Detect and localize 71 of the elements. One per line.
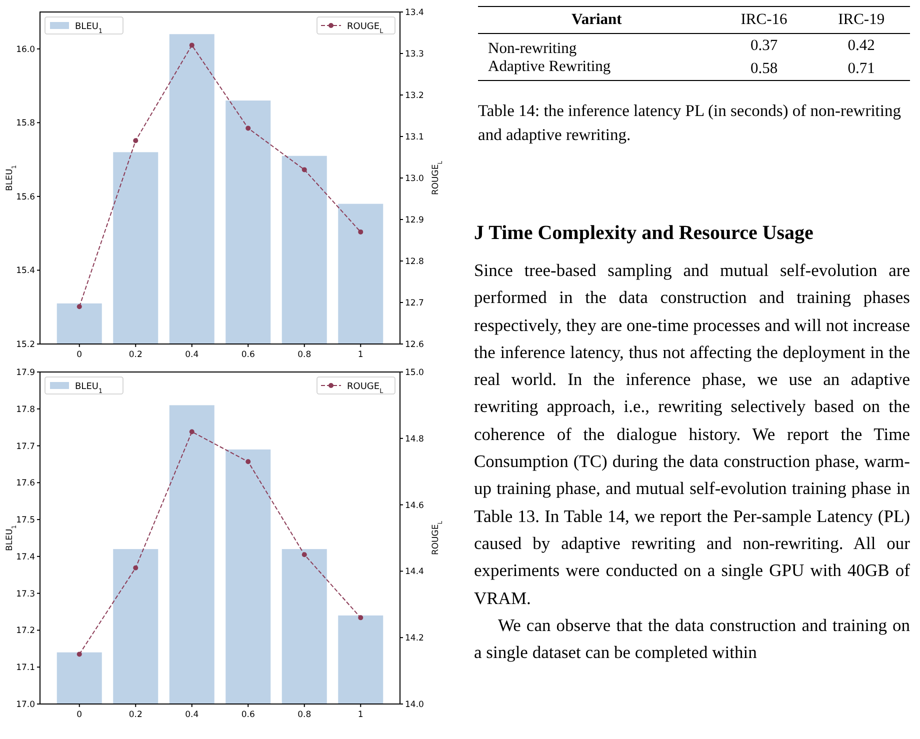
y2-tick-label: 13.1 [405, 132, 424, 142]
legend-label: BLEU$_{1}$ [75, 382, 102, 394]
legend-label: BLEU$_{1}$ [75, 22, 102, 34]
x-tick-label: 0 [76, 710, 82, 720]
y-tick-label: 17.3 [16, 589, 35, 600]
y2-tick-label: 12.9 [405, 215, 424, 226]
y-tick-label: 17.6 [16, 478, 35, 489]
point [76, 304, 82, 310]
y2-tick-label: 14.0 [405, 700, 424, 710]
point [358, 615, 364, 620]
data-label: 0.71 [846, 59, 876, 79]
x-tick-label: 1 [358, 710, 364, 720]
text: IRC-16 [740, 10, 788, 30]
point [133, 565, 138, 570]
y2-tick-label: 14.6 [405, 500, 424, 511]
y2-tick-label: 14.8 [405, 434, 424, 444]
y2-tick-label: 13.3 [405, 49, 424, 60]
x-tick-label: 0.8 [298, 710, 312, 720]
x-tick-label: 0.2 [128, 350, 142, 360]
text: Since tree-based sampling and mutual self-evolution are performed in the data construction and training phases respectively, they are one-time processes and will not increase the inference latency, thus not affecting the deployment in the real world. In the inference phase, we use an adaptive rewriting approach, i.e., rewriting selectively based on the coherence of the dialogue history. We report the Time Consumption (TC) during the data construction phase, warm-up training phase, and mutual self-evolution training phase in Table 13. In Table 14, we report the Per-sample Latency (PL) caused by adaptive rewriting and non-rewriting. All our experiments were conducted on a single GPU with 40GB of VRAM. [474, 260, 910, 608]
y2-tick-label: 12.6 [405, 340, 424, 350]
y2-tick-label: 15.0 [405, 368, 424, 378]
y-tick-label: 17.9 [16, 368, 35, 378]
point [358, 229, 364, 234]
point [189, 42, 194, 48]
point [76, 652, 82, 657]
y2-tick-label: 13.2 [405, 90, 424, 101]
y2-tick-label: 14.2 [405, 634, 424, 644]
y-tick-label: 17.2 [16, 626, 35, 636]
y-tick-label: 16.0 [16, 44, 35, 55]
legend-label: ROUGE$_{L}$ [347, 22, 384, 34]
x-tick-label: 0.6 [241, 350, 255, 360]
x-tick-label: 0.2 [128, 710, 142, 720]
y-tick-label: 15.2 [16, 340, 35, 350]
data-label: 0.42 [846, 36, 876, 56]
data-label: 0.37 [749, 36, 779, 56]
y-tick-label: 17.7 [16, 442, 35, 452]
y-tick-label: 17.8 [16, 404, 35, 415]
point [302, 552, 307, 558]
x-tick-label: 0.6 [241, 710, 255, 720]
category-label: Non-rewriting [487, 39, 578, 58]
y2-tick-label: 13.4 [405, 8, 424, 18]
data-label: 0.58 [749, 59, 779, 79]
caption: Table 14: the inference latency PL (in seconds) of non-rewriting and adaptive rewriting. [478, 100, 902, 146]
y-tick-label: 15.8 [16, 118, 35, 129]
text: IRC-19 [837, 10, 886, 30]
y-tick-label: 17.0 [16, 700, 35, 710]
x-tick-label: 0 [76, 350, 82, 360]
text: We can observe that the data construction and training on a single dataset can be completed within [474, 614, 910, 664]
y-tick-label: 17.5 [16, 516, 35, 526]
y-tick-label: 15.4 [16, 266, 35, 276]
point [246, 126, 251, 131]
y-tick-label: 17.4 [16, 552, 35, 562]
point [302, 167, 307, 172]
text: J Time Complexity and Resource Usage [474, 222, 814, 245]
y2-tick-label: 12.7 [405, 298, 424, 308]
y2-tick-label: 14.4 [405, 567, 424, 578]
text: Variant [570, 10, 623, 30]
point [189, 429, 194, 434]
y-tick-label: 15.6 [16, 192, 35, 202]
x-tick-label: 0.4 [185, 350, 199, 360]
legend-label: ROUGE$_{L}$ [347, 382, 384, 394]
point [133, 138, 138, 144]
x-tick-label: 1 [358, 350, 364, 360]
y2-tick-label: 13.0 [405, 174, 424, 184]
point [246, 459, 251, 464]
category-label: Adaptive Rewriting [487, 58, 612, 77]
x-tick-label: 0.4 [185, 710, 199, 720]
y-tick-label: 17.1 [16, 663, 35, 674]
x-tick-label: 0.8 [298, 350, 312, 360]
y2-tick-label: 12.8 [405, 256, 424, 267]
